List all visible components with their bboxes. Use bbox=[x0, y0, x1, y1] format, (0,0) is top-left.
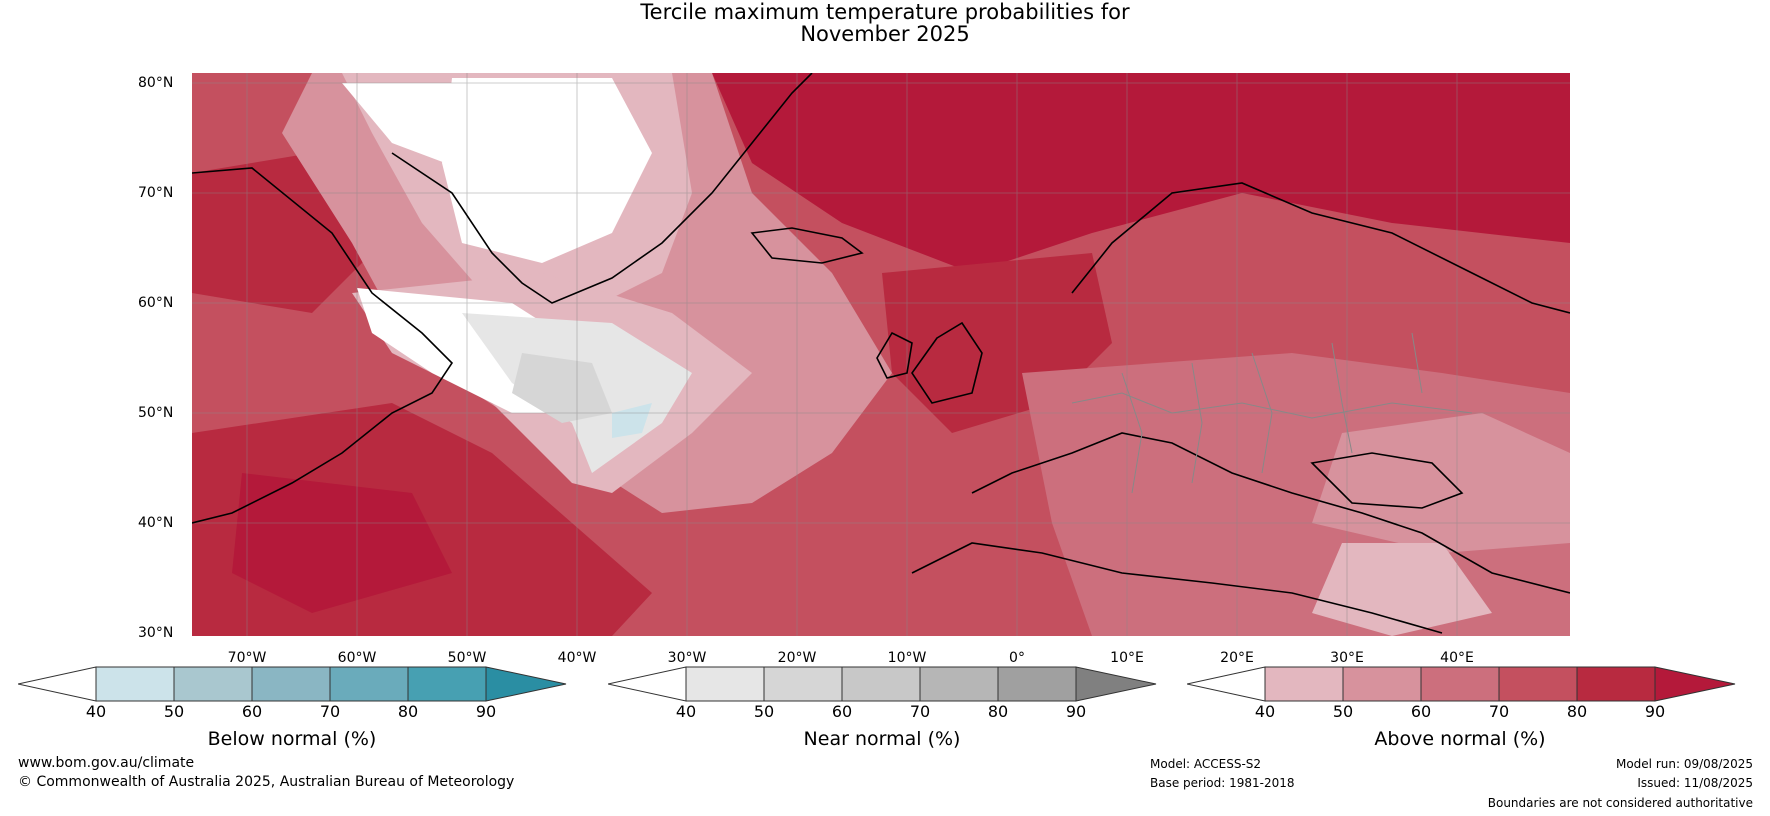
lon-label-40e: 40°E bbox=[1440, 650, 1474, 666]
high-prob-area-atlantic-core bbox=[232, 473, 452, 613]
europe-med-coast bbox=[971, 432, 1570, 594]
map-canvas bbox=[192, 73, 1570, 636]
north-america-coast bbox=[192, 167, 454, 524]
website-link[interactable]: www.bom.gov.au/climate bbox=[18, 755, 195, 771]
colorbar-below-high-arrow bbox=[485, 666, 567, 702]
boundaries-disclaimer: Boundaries are not considered authoritat… bbox=[1487, 796, 1753, 810]
ireland-coast bbox=[876, 331, 913, 379]
lon-label-70w: 70°W bbox=[227, 650, 267, 666]
colorbar-above-low-arrow bbox=[1187, 666, 1266, 702]
colorbar-above-normal bbox=[1187, 666, 1736, 702]
below-normal-patch bbox=[612, 403, 652, 438]
lon-label-20w: 20°W bbox=[777, 650, 817, 666]
colorbar-near-label: Near normal (%) bbox=[803, 728, 961, 750]
near-tick-50: 50 bbox=[753, 702, 775, 721]
colorbar-above-bin-40-50 bbox=[1264, 666, 1344, 702]
above-tick-40: 40 bbox=[1254, 702, 1276, 721]
colorbar-below-label: Below normal (%) bbox=[207, 728, 377, 750]
near-tick-90: 90 bbox=[1065, 702, 1087, 721]
colorbar-below-low-arrow bbox=[18, 666, 97, 702]
below-tick-80: 80 bbox=[397, 702, 419, 721]
colorbar-near-low-arrow bbox=[608, 666, 687, 702]
model-run-date: Model run: 09/08/2025 bbox=[1615, 757, 1753, 771]
lon-label-50w: 50°W bbox=[447, 650, 487, 666]
below-tick-90: 90 bbox=[475, 702, 497, 721]
lat-label-70n: 70°N bbox=[138, 185, 174, 201]
above-tick-80: 80 bbox=[1566, 702, 1588, 721]
colorbar-above-bin-80-90 bbox=[1576, 666, 1656, 702]
black-sea-coast bbox=[1310, 452, 1464, 509]
high-prob-area-north bbox=[712, 73, 1570, 273]
colorbar-below-bin-60-70 bbox=[251, 666, 331, 702]
map-graticule bbox=[192, 73, 1570, 636]
near-tick-40: 40 bbox=[675, 702, 697, 721]
lon-label-0: 0° bbox=[1009, 650, 1025, 666]
country-borders bbox=[1071, 332, 1473, 494]
colorbar-above-high-arrow bbox=[1654, 666, 1736, 702]
colorbar-above-bin-50-60 bbox=[1342, 666, 1422, 702]
lat-label-60n: 60°N bbox=[138, 295, 174, 311]
colorbar-above-label: Above normal (%) bbox=[1374, 728, 1546, 750]
colorbar-near-normal bbox=[608, 666, 1157, 702]
near-tick-70: 70 bbox=[909, 702, 931, 721]
iceland-coast bbox=[750, 227, 864, 264]
lat-label-40n: 40°N bbox=[138, 515, 174, 531]
lon-label-10w: 10°W bbox=[887, 650, 927, 666]
no-signal-area-greenland bbox=[442, 78, 652, 263]
colorbar-near-bin-80-90 bbox=[997, 666, 1077, 702]
greenland-coast bbox=[391, 73, 813, 304]
colorbar-below-bin-80-90 bbox=[407, 666, 487, 702]
lon-label-20e: 20°E bbox=[1220, 650, 1254, 666]
below-tick-50: 50 bbox=[163, 702, 185, 721]
base-period: Base period: 1981-2018 bbox=[1150, 776, 1295, 790]
above-tick-50: 50 bbox=[1332, 702, 1354, 721]
lat-label-80n: 80°N bbox=[138, 75, 174, 91]
low-prob-area-eastmed bbox=[1312, 543, 1492, 636]
below-tick-60: 60 bbox=[241, 702, 263, 721]
scandinavia-coast bbox=[1071, 182, 1570, 314]
map-title-line2: November 2025 bbox=[800, 22, 970, 46]
colorbar-near-bin-40-50 bbox=[685, 666, 765, 702]
lon-label-30e: 30°E bbox=[1330, 650, 1364, 666]
probability-map bbox=[192, 73, 1570, 636]
above-tick-90: 90 bbox=[1644, 702, 1666, 721]
lon-label-10e: 10°E bbox=[1110, 650, 1144, 666]
colorbar-near-high-arrow bbox=[1075, 666, 1157, 702]
colorbar-near-bin-70-80 bbox=[919, 666, 999, 702]
lat-label-30n: 30°N bbox=[138, 625, 174, 641]
map-title-line1: Tercile maximum temperature probabilitie… bbox=[640, 0, 1130, 24]
colorbar-near-bin-50-60 bbox=[763, 666, 843, 702]
british-isles-coast bbox=[911, 321, 983, 404]
lat-label-50n: 50°N bbox=[138, 405, 174, 421]
below-tick-70: 70 bbox=[319, 702, 341, 721]
colorbar-below-normal bbox=[18, 666, 567, 702]
near-tick-60: 60 bbox=[831, 702, 853, 721]
north-africa-coast bbox=[911, 542, 1443, 634]
lon-label-40w: 40°W bbox=[557, 650, 597, 666]
issued-date: Issued: 11/08/2025 bbox=[1637, 776, 1753, 790]
near-normal-area-core bbox=[512, 353, 612, 423]
lon-label-60w: 60°W bbox=[337, 650, 377, 666]
coastlines bbox=[192, 73, 1570, 634]
copyright-text: © Commonwealth of Australia 2025, Austra… bbox=[18, 774, 515, 790]
lon-label-30w: 30°W bbox=[667, 650, 707, 666]
colorbar-above-bin-60-70 bbox=[1420, 666, 1500, 702]
colorbar-above-bin-70-80 bbox=[1498, 666, 1578, 702]
model-name: Model: ACCESS-S2 bbox=[1150, 757, 1262, 771]
colorbar-below-bin-50-60 bbox=[173, 666, 253, 702]
colorbar-near-bin-60-70 bbox=[841, 666, 921, 702]
near-tick-80: 80 bbox=[987, 702, 1009, 721]
colorbar-below-bin-70-80 bbox=[329, 666, 409, 702]
colorbar-below-bin-40-50 bbox=[95, 666, 175, 702]
above-tick-60: 60 bbox=[1410, 702, 1432, 721]
above-tick-70: 70 bbox=[1488, 702, 1510, 721]
below-tick-40: 40 bbox=[85, 702, 107, 721]
